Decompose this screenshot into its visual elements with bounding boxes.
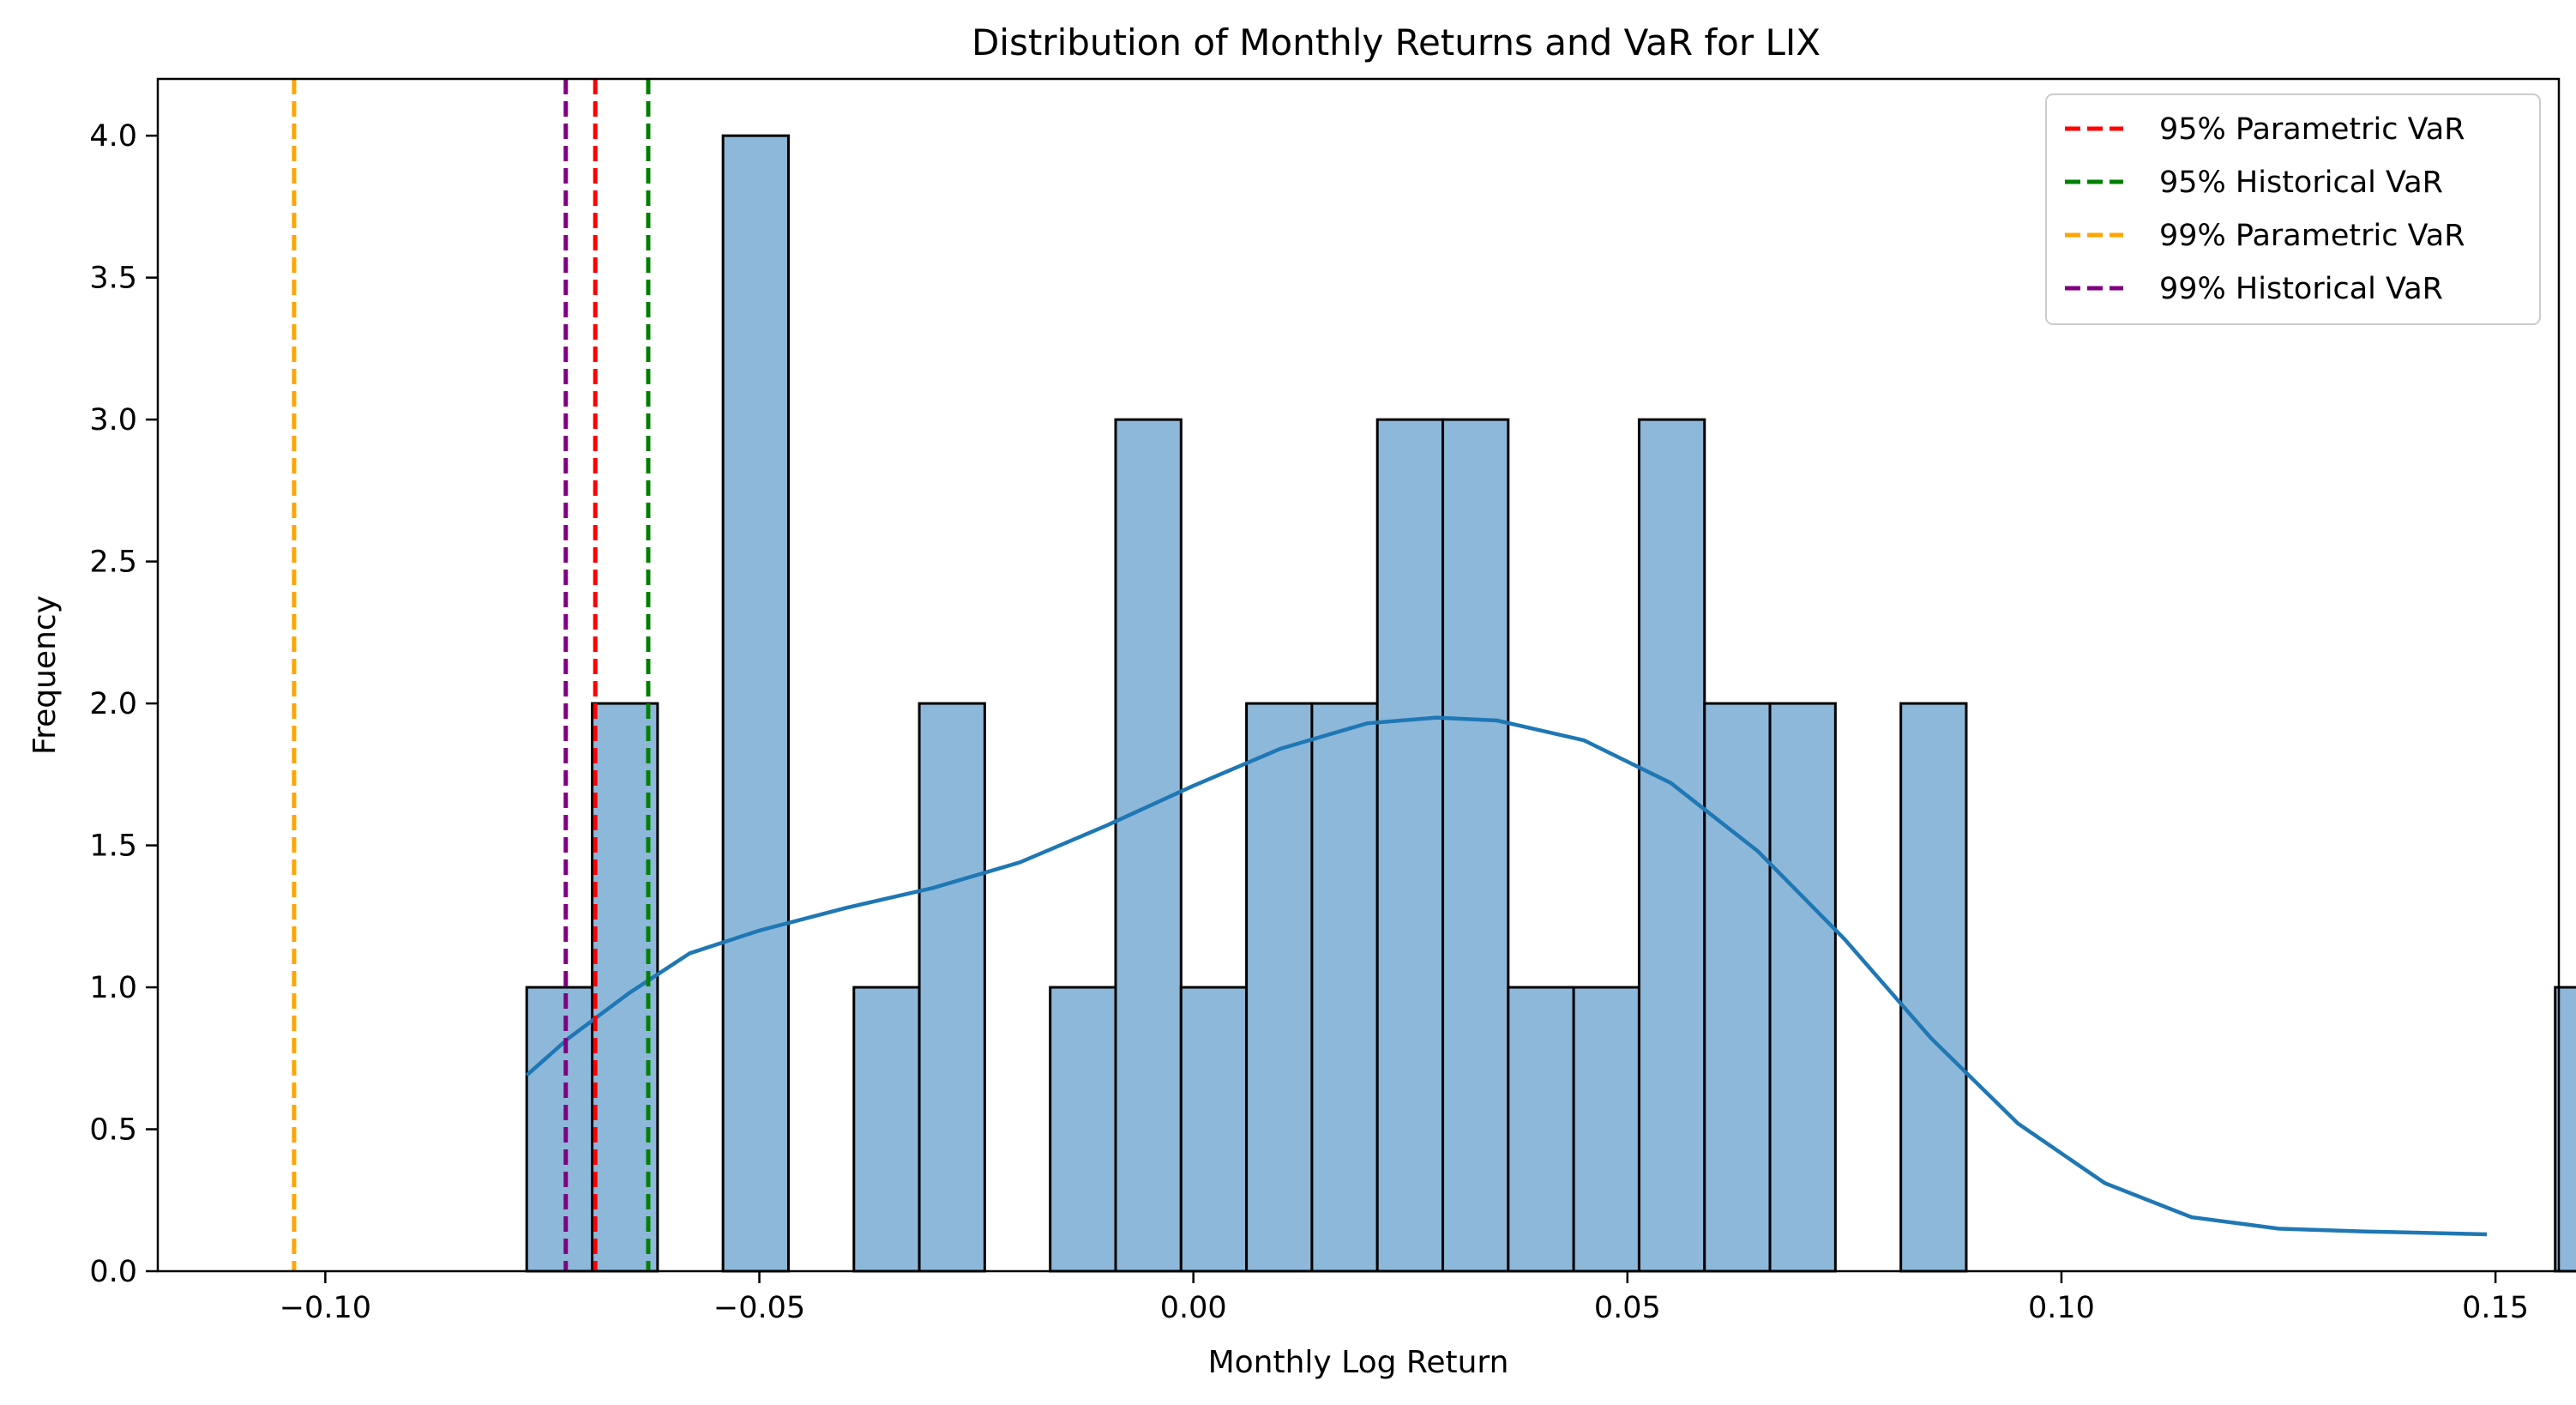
- y-tick-label: 2.5: [89, 546, 137, 580]
- legend-label: 95% Parametric VaR: [2159, 112, 2465, 147]
- histogram-bar: [1310, 702, 1379, 1273]
- histogram-bar: [1245, 702, 1314, 1273]
- histogram-bar: [1899, 702, 1968, 1273]
- histogram-bar: [1637, 418, 1706, 1273]
- histogram-bar: [1572, 986, 1640, 1273]
- histogram-bars: [525, 134, 2576, 1273]
- y-tick-label: 0.0: [89, 1255, 137, 1289]
- legend-label: 95% Historical VaR: [2159, 166, 2443, 200]
- y-tick-label: 4.0: [89, 119, 137, 154]
- histogram-bar: [1179, 986, 1249, 1273]
- histogram-bar: [1768, 702, 1837, 1273]
- histogram-bar: [721, 134, 790, 1273]
- legend: 95% Parametric VaR 95% Historical VaR 99% …: [2045, 93, 2541, 325]
- histogram-bar: [852, 986, 921, 1273]
- histogram-bar: [1703, 702, 1772, 1273]
- x-tick-label: 0.15: [2462, 1291, 2529, 1325]
- y-tick-label: 1.5: [89, 829, 137, 864]
- x-tick-label: 0.10: [2028, 1291, 2095, 1325]
- x-tick-label: 0.05: [1594, 1291, 1661, 1325]
- y-tick-label: 1.0: [89, 971, 137, 1005]
- legend-label: 99% Historical VaR: [2159, 272, 2443, 306]
- x-tick-label: −0.05: [713, 1291, 805, 1325]
- y-axis-ticks: 0.0 0.5 1.0 1.5 2.0 2.5 3.0 3.5 4.0: [89, 119, 158, 1289]
- legend-label: 99% Parametric VaR: [2159, 219, 2465, 253]
- histogram-bar: [525, 986, 594, 1273]
- histogram-bar: [1049, 986, 1117, 1273]
- y-tick-label: 3.5: [89, 262, 137, 296]
- histogram-bar: [1375, 418, 1445, 1273]
- y-tick-label: 2.0: [89, 687, 137, 721]
- y-axis-label: Frequency: [27, 595, 63, 755]
- x-tick-label: −0.10: [280, 1291, 371, 1325]
- x-axis-label: Monthly Log Return: [1208, 1345, 1509, 1380]
- plot-area-frame: [156, 77, 2561, 1273]
- var-lines: [292, 79, 651, 1271]
- chart-title: Distribution of Monthly Returns and VaR …: [972, 21, 1821, 63]
- kde-curve: [525, 715, 2488, 1237]
- y-tick-label: 3.0: [89, 403, 137, 437]
- histogram-bar: [1114, 418, 1183, 1273]
- histogram-bar: [1441, 418, 1510, 1273]
- y-tick-label: 0.5: [89, 1113, 137, 1148]
- histogram-bar: [1507, 986, 1575, 1273]
- legend-box: [2045, 93, 2541, 325]
- x-axis-ticks: −0.10 −0.05 0.00 0.05 0.10 0.15: [280, 1271, 2529, 1325]
- x-tick-label: 0.00: [1160, 1291, 1227, 1325]
- histogram-bar: [918, 702, 986, 1273]
